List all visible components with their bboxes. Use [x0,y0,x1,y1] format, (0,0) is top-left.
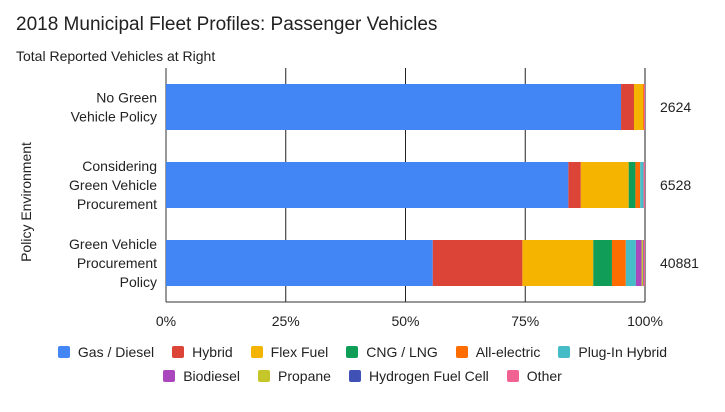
legend-item: CNG / LNG [346,344,438,360]
legend-label: Propane [278,368,331,384]
bar-segment [568,162,581,208]
legend-label: All-electric [475,344,541,360]
total-label: 40881 [660,255,699,271]
bar-segment [432,240,523,286]
bar-segment [635,240,642,286]
bar-segment [633,84,644,130]
total-label: 2624 [660,99,691,115]
bar-segment [644,84,645,130]
legend-label: Biodiesel [183,368,241,384]
x-tick-label: 75% [511,313,539,329]
legend-swatch [348,370,361,382]
legend-item: Plug-In Hybrid [558,344,667,360]
chart-plot: 0% 25% 50% 75% 100% No Green Vehicle Policy 262… [18,68,699,330]
labels: 0% 25% 50% 75% 100% No Green Vehicle Policy 262… [69,90,699,330]
bar-segment [166,240,433,286]
legend-label: Other [526,368,562,384]
bars [166,84,645,286]
y-axis-title: Policy Environment [18,142,34,262]
legend-swatch [455,346,468,358]
legend-swatch [558,346,571,358]
bar-segment [628,162,636,208]
x-tick-label: 25% [272,313,300,329]
legend-label: Plug-In Hybrid [578,344,668,360]
bar-segment [643,240,645,286]
legend-item: Hydrogen Fuel Cell [348,368,489,384]
legend-item: Gas / Diesel [57,344,155,360]
chart-subtitle: Total Reported Vehicles at Right [16,48,216,64]
legend-label: Gas / Diesel [77,344,155,360]
category-label: Green Vehicle Procurement Policy [69,236,157,290]
x-tick-label: 50% [391,313,419,329]
bar-segment [580,162,629,208]
bar-segment [643,84,645,130]
legend-row: Gas / Diesel Hybrid Flex Fuel CNG / LNG All-… [0,340,725,364]
total-label: 6528 [660,177,691,193]
legend-item: All-electric [455,344,541,360]
bar-segment [643,240,644,286]
legend-label: Flex Fuel [270,344,329,360]
bar-segment [640,162,644,208]
bar-segment [522,240,594,286]
legend-label: CNG / LNG [366,344,438,360]
legend-swatch [258,370,271,382]
legend-item: Biodiesel [163,368,240,384]
chart-title: 2018 Municipal Fleet Profiles: Passenger… [16,14,438,35]
x-tick-label: 0% [156,313,176,329]
bar-segment [625,240,636,286]
bar-segment [621,84,634,130]
bar-segment [611,240,626,286]
category-label: No Green Vehicle Policy [71,90,157,125]
legend-swatch [57,346,70,358]
category-label: Considering Green Vehicle Procurement [69,158,157,212]
legend-item: Other [506,368,562,384]
legend-label: Hybrid [192,344,233,360]
legend-label: Hydrogen Fuel Cell [368,368,489,384]
bar-segment [166,162,569,208]
bar-segment [166,84,622,130]
x-tick-label: 100% [627,313,663,329]
legend-item: Flex Fuel [250,344,329,360]
legend-swatch [172,346,185,358]
bar-segment [641,240,644,286]
legend-swatch [250,346,263,358]
legend-swatch [346,346,359,358]
legend-row: Biodiesel Propane Hydrogen Fuel Cell Other [0,364,725,388]
legend-swatch [163,370,176,382]
bar-segment [643,162,645,208]
legend: Gas / Diesel Hybrid Flex Fuel CNG / LNG All-… [0,340,725,388]
legend-swatch [506,370,519,382]
legend-item: Hybrid [172,344,233,360]
bar-segment [635,162,641,208]
bar-segment [593,240,612,286]
legend-item: Propane [258,368,331,384]
